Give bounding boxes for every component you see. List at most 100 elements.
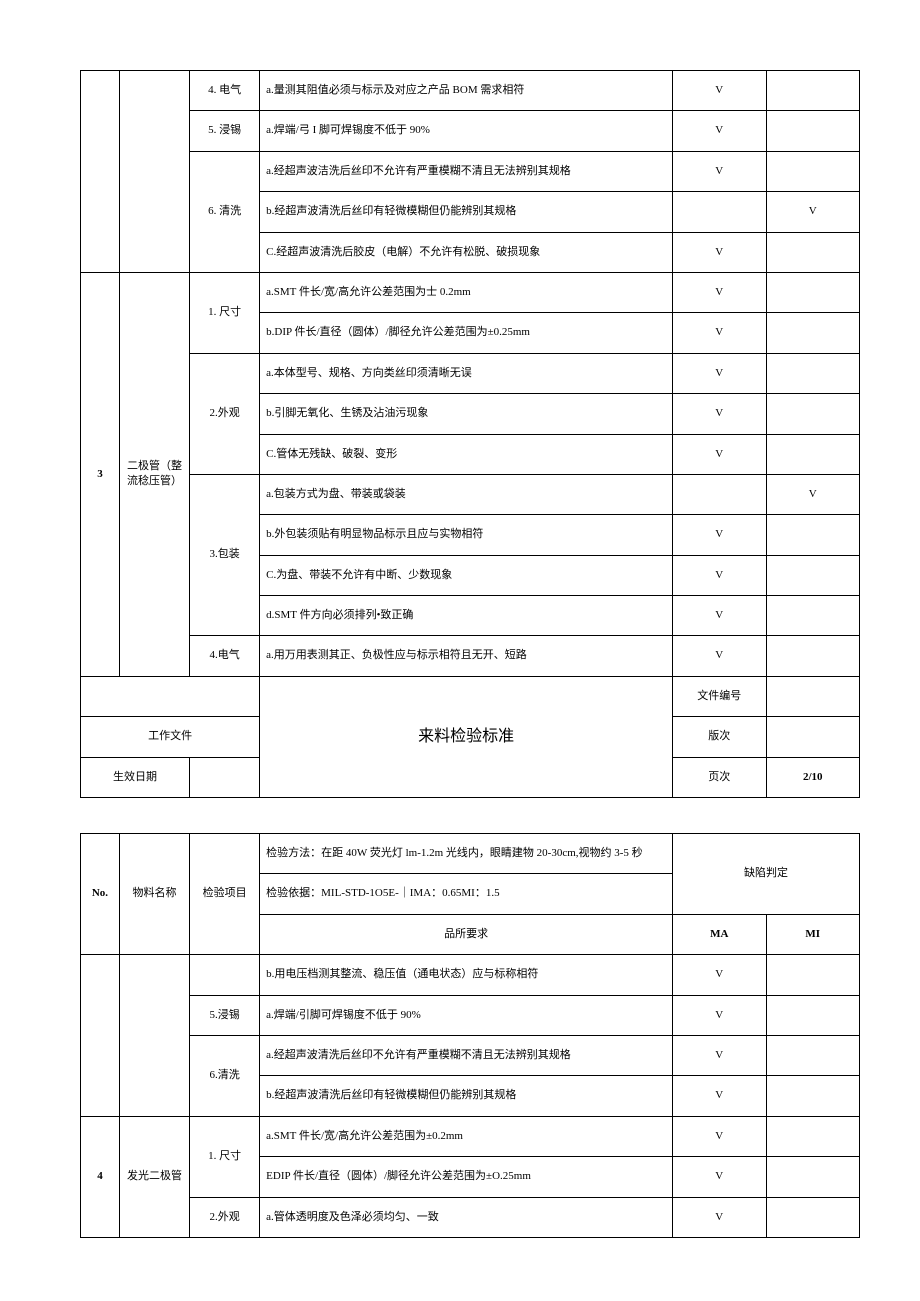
cell-desc: a.焊端/弓 I 脚可焊锡度不低于 90% — [260, 111, 673, 151]
cell-mi — [766, 596, 860, 636]
cell-mi — [766, 555, 860, 595]
table-row: 3.包装 a.包装方式为盘、带装或袋装 V — [81, 474, 860, 514]
col-item-header: 检验项目 — [190, 834, 260, 955]
doc-title: 来料检验标准 — [260, 676, 673, 797]
cell-desc: a.管体透明度及色泽必须均匀、一致 — [260, 1197, 673, 1237]
table-row: 5.浸锡 a.焊端/引脚可焊锡度不低于 90% V — [81, 995, 860, 1035]
cell-item — [190, 955, 260, 995]
cell-no-blank — [81, 955, 120, 1117]
table-row: 6. 清洗 a.经超声波洁洗后丝印不允许有严重模糊不清且无法辨别其规格 V — [81, 151, 860, 191]
cell-ma: V — [673, 1035, 766, 1075]
cell-ma: V — [673, 515, 766, 555]
cell-mi: V — [766, 474, 860, 514]
work-file-label: 工作文件 — [81, 717, 260, 757]
cell-item: 4. 电气 — [190, 71, 260, 111]
cell-desc: a.SMT 件长/宽/高允许公差范围为士 0.2mm — [260, 272, 673, 312]
cell-mi — [766, 955, 860, 995]
cell-ma — [673, 474, 766, 514]
doc-no-label: 文件编号 — [673, 676, 766, 716]
cell-ma: V — [673, 995, 766, 1035]
cell-item: 5.浸锡 — [190, 995, 260, 1035]
cell-desc: a.焊端/引脚可焊锡度不低于 90% — [260, 995, 673, 1035]
cell-mi — [766, 111, 860, 151]
cell-desc: a.包装方式为盘、带装或袋装 — [260, 474, 673, 514]
cell-no: 4 — [81, 1116, 120, 1237]
cell-mat-blank — [119, 71, 189, 273]
version-label: 版次 — [673, 717, 766, 757]
cell-mi — [766, 151, 860, 191]
table-row: 6.清洗 a.经超声波清洗后丝印不允许有严重模糊不清且无法辨别其规格 V — [81, 1035, 860, 1075]
cell-mat: 发光二极管 — [119, 1116, 189, 1237]
cell-mi — [766, 232, 860, 272]
cell-item: 4.电气 — [190, 636, 260, 676]
cell-ma: V — [673, 1197, 766, 1237]
cell-mi — [766, 1157, 860, 1197]
cell-desc: C.为盘、带装不允许有中断、少数现象 — [260, 555, 673, 595]
cell-ma: V — [673, 555, 766, 595]
cell-mi — [766, 313, 860, 353]
cell-no: 3 — [81, 272, 120, 676]
table-row: 5. 浸锡 a.焊端/弓 I 脚可焊锡度不低于 90% V — [81, 111, 860, 151]
cell-ma — [673, 192, 766, 232]
cell-item: 3.包装 — [190, 474, 260, 636]
cell-item: 1. 尺寸 — [190, 272, 260, 353]
cell-desc: a.经超声波洁洗后丝印不允许有严重模糊不清且无法辨别其规格 — [260, 151, 673, 191]
mi-header: MI — [766, 914, 860, 954]
col-no-header: No. — [81, 834, 120, 955]
cell-mat: 二极管（整流稔压管） — [119, 272, 189, 676]
defect-header: 缺陷判定 — [673, 834, 860, 915]
cell-mi — [766, 995, 860, 1035]
cell-desc: b.经超声波清洗后丝印有轻微模糊但仍能辨别其规格 — [260, 192, 673, 232]
cell-mi: V — [766, 192, 860, 232]
cell-desc: b.经超声波清洗后丝印有轻微模糊但仍能辨别其规格 — [260, 1076, 673, 1116]
cell-ma: V — [673, 434, 766, 474]
cell-desc: C.管体无残缺、破裂、变形 — [260, 434, 673, 474]
cell-mi — [766, 71, 860, 111]
col-mat-header: 物料名称 — [119, 834, 189, 955]
cell-item: 2.外观 — [190, 353, 260, 474]
cell-ma: V — [673, 596, 766, 636]
cell-ma: V — [673, 151, 766, 191]
cell-no-blank — [81, 71, 120, 273]
doc-no-value — [766, 676, 860, 716]
cell-ma: V — [673, 111, 766, 151]
cell-ma: V — [673, 313, 766, 353]
header-row: 来料检验标准 文件编号 — [81, 676, 860, 716]
ma-header: MA — [673, 914, 766, 954]
inspection-table: 4. 电气 a.量测其阻值必须与标示及对应之产品 BOM 需求相符 V 5. 浸… — [80, 70, 860, 1238]
cell-desc: b.引脚无氧化、生锈及沾油污现象 — [260, 394, 673, 434]
cell-mi — [766, 272, 860, 312]
cell-desc: b.外包装须贴有明显物品标示且应与实物相符 — [260, 515, 673, 555]
cell-mi — [766, 1197, 860, 1237]
cell-mi — [766, 1035, 860, 1075]
table-row: 4 发光二极管 1. 尺寸 a.SMT 件长/宽/高允许公差范围为±0.2mm … — [81, 1116, 860, 1156]
cell-desc: b.DIP 件长/直径（圆体）/脚径允许公差范围为±0.25mm — [260, 313, 673, 353]
cell-mi — [766, 1116, 860, 1156]
cell-desc: d.SMT 件方向必须排列•致正确 — [260, 596, 673, 636]
cell-mi — [766, 434, 860, 474]
cell-item: 1. 尺寸 — [190, 1116, 260, 1197]
page-value: 2/10 — [766, 757, 860, 797]
cell-desc: a.量测其阻值必须与标示及对应之产品 BOM 需求相符 — [260, 71, 673, 111]
cell-ma: V — [673, 71, 766, 111]
cell-desc: a.SMT 件长/宽/高允许公差范围为±0.2mm — [260, 1116, 673, 1156]
cell-ma: V — [673, 636, 766, 676]
basis-cell: 检验依据：MIL-STD-1O5E-｜IMA：0.65MI：1.5 — [260, 874, 673, 914]
table-row: 3 二极管（整流稔压管） 1. 尺寸 a.SMT 件长/宽/高允许公差范围为士 … — [81, 272, 860, 312]
cell-desc: C.经超声波清洗后胶皮（电解）不允许有松脱、破损现象 — [260, 232, 673, 272]
cell-mi — [766, 1076, 860, 1116]
cell-ma: V — [673, 272, 766, 312]
table-row: 2.外观 a.管体透明度及色泽必须均匀、一致 V — [81, 1197, 860, 1237]
cell-item: 5. 浸锡 — [190, 111, 260, 151]
cell-ma: V — [673, 1116, 766, 1156]
cell-mi — [766, 353, 860, 393]
table-row: 2.外观 a.本体型号、规格、方向类丝印须清晰无误 V — [81, 353, 860, 393]
effective-date-value — [190, 757, 260, 797]
cell-blank — [81, 676, 260, 716]
cell-ma: V — [673, 353, 766, 393]
cell-desc: b.用电压档测其整流、稳压值（通电状态）应与标称相符 — [260, 955, 673, 995]
page-label: 页次 — [673, 757, 766, 797]
cell-ma: V — [673, 232, 766, 272]
cell-desc: a.经超声波清洗后丝印不允许有严重模糊不清且无法辨别其规格 — [260, 1035, 673, 1075]
req-header: 品所要求 — [260, 914, 673, 954]
